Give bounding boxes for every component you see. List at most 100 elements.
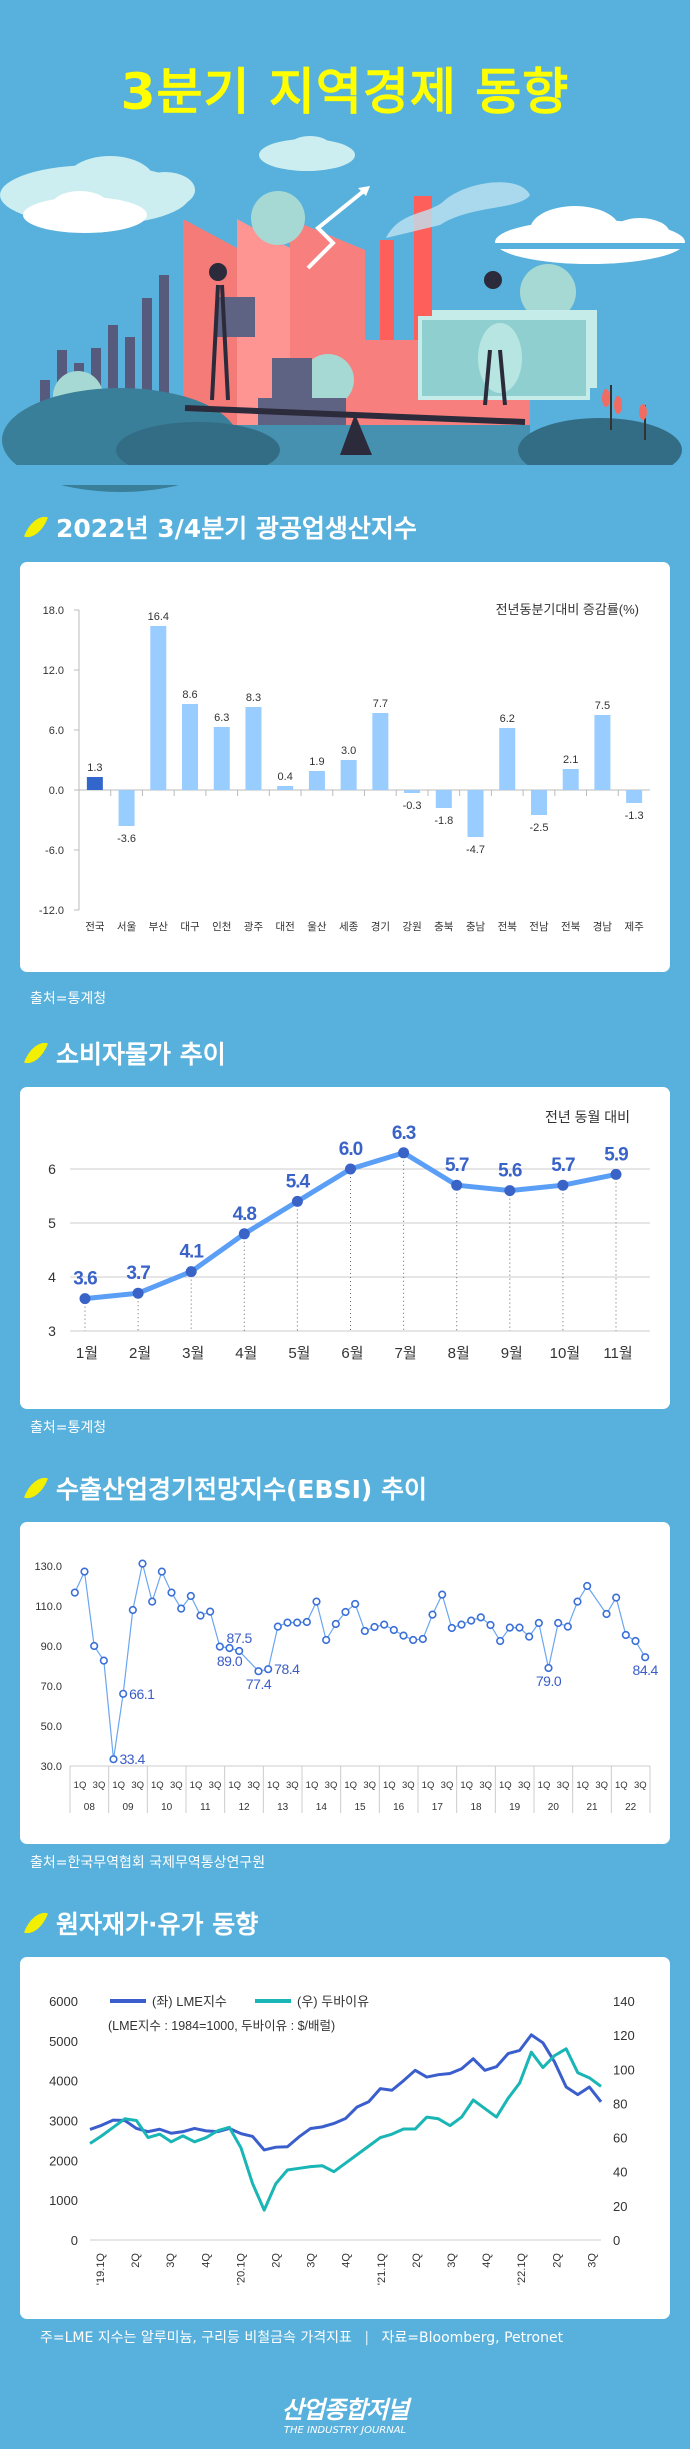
data-point	[80, 1567, 89, 1576]
x-tick-label: 제주	[624, 921, 644, 933]
x-tick-label: 4Q	[200, 2253, 212, 2268]
point-value-label: 5.6	[498, 1161, 522, 1182]
y-tick-label: -6.0	[45, 845, 64, 857]
data-point	[238, 1228, 250, 1240]
data-point	[610, 1168, 622, 1180]
data-point	[322, 1635, 331, 1645]
cloud-icon	[23, 191, 685, 264]
year-label: 16	[393, 1802, 405, 1813]
bar	[86, 777, 103, 790]
bar-value-label: 6.3	[214, 712, 229, 724]
bar	[530, 790, 547, 815]
y-right-tick-label: 140	[613, 1994, 635, 2009]
quarter-label: 3Q	[518, 1780, 531, 1791]
bar-value-label: 8.6	[182, 689, 197, 701]
data-point	[428, 1610, 437, 1619]
data-point	[186, 1591, 195, 1601]
data-point	[206, 1607, 215, 1616]
data-point	[167, 1588, 176, 1597]
bar-value-label: -2.5	[529, 822, 548, 834]
data-point	[583, 1581, 592, 1591]
bar	[467, 790, 484, 837]
dubai-oil-line	[89, 2047, 602, 2212]
bar-value-label: 1.9	[309, 756, 324, 768]
data-point	[185, 1266, 197, 1278]
header-illustration	[0, 136, 690, 492]
x-tick-label: '19.1Q	[95, 2253, 107, 2286]
x-tick-label: 11월	[603, 1345, 632, 1362]
year-label: 13	[277, 1802, 289, 1813]
source-note: 출처=통계청	[30, 1420, 107, 1436]
logo: 산업종합저널 THE INDUSTRY JOURNAL	[0, 2390, 690, 2436]
data-point	[70, 1588, 79, 1597]
data-point	[457, 1620, 466, 1629]
section-heading-cpi: 소비자물가 추이	[24, 1035, 226, 1071]
year-label: 08	[84, 1802, 96, 1813]
data-point	[486, 1620, 495, 1630]
x-tick-label: 세종	[339, 921, 359, 933]
x-tick-label: 서울	[117, 921, 137, 933]
data-point	[215, 1642, 224, 1651]
bar	[118, 790, 135, 826]
data-point	[557, 1179, 569, 1191]
quarter-label: 3Q	[595, 1780, 608, 1791]
data-point	[148, 1597, 157, 1606]
quarter-label: 1Q	[615, 1780, 628, 1791]
quarter-label: 3Q	[557, 1780, 570, 1791]
source-note: 자료=Bloomberg, Petronet	[381, 2330, 564, 2346]
quarter-label: 1Q	[383, 1780, 396, 1791]
section-title: 소비자물가 추이	[56, 1040, 226, 1069]
bar-value-label: 1.3	[87, 762, 102, 774]
y-left-tick-label: 4000	[49, 2074, 78, 2089]
data-point	[254, 1667, 263, 1676]
x-tick-label: 대전	[276, 921, 295, 933]
data-point	[525, 1632, 534, 1641]
year-label: 19	[509, 1802, 521, 1813]
y-tick-label: 6.0	[49, 725, 64, 737]
x-tick-label: 3월	[182, 1345, 204, 1362]
data-point	[631, 1636, 640, 1646]
point-value-label: 87.5	[227, 1630, 253, 1646]
data-point	[331, 1619, 340, 1629]
plant-icon	[602, 385, 647, 440]
y-tick-label: 5	[48, 1215, 56, 1231]
x-tick-label: 3Q	[446, 2253, 458, 2268]
quarter-label: 3Q	[634, 1780, 647, 1791]
bar	[499, 728, 516, 790]
data-point	[312, 1597, 321, 1606]
bar-value-label: 0.4	[278, 771, 293, 783]
year-label: 14	[316, 1802, 328, 1813]
data-point	[621, 1630, 630, 1640]
data-point	[345, 1163, 356, 1175]
x-tick-label: 5월	[288, 1345, 310, 1362]
data-point	[351, 1599, 360, 1609]
quarter-label: 1Q	[499, 1780, 512, 1791]
y-right-tick-label: 40	[613, 2165, 627, 2180]
data-point	[302, 1617, 311, 1627]
x-tick-label: 8월	[448, 1345, 470, 1362]
data-point	[235, 1646, 244, 1656]
section-title: 수출산업경기전망지수(EBSI) 추이	[56, 1475, 427, 1504]
x-tick-label: 전북	[498, 921, 518, 933]
y-left-tick-label: 3000	[49, 2114, 78, 2129]
unit-label: 전년 동월 대비	[545, 1109, 630, 1125]
x-tick-label: 충남	[466, 921, 486, 933]
y-tick-label: 50.0	[41, 1721, 62, 1733]
year-label: 22	[625, 1802, 637, 1813]
ebsi-line	[74, 1563, 646, 1760]
data-point	[515, 1623, 524, 1632]
x-tick-label: 6월	[341, 1345, 363, 1362]
x-tick-label: 7월	[395, 1345, 417, 1362]
chart-subtitle: (LME지수 : 1984=1000, 두바이유 : $/배럴)	[108, 2019, 335, 2033]
y-left-tick-label: 6000	[49, 1994, 78, 2009]
x-tick-label: 경기	[371, 920, 390, 933]
data-point	[554, 1618, 563, 1628]
x-tick-label: 충북	[434, 921, 454, 933]
quarter-label: 3Q	[209, 1780, 222, 1791]
x-tick-label: 4Q	[481, 2253, 493, 2268]
legend-label: (좌) LME지수	[152, 1994, 227, 2009]
data-point	[360, 1626, 369, 1636]
bar-value-label: 16.4	[148, 611, 169, 623]
